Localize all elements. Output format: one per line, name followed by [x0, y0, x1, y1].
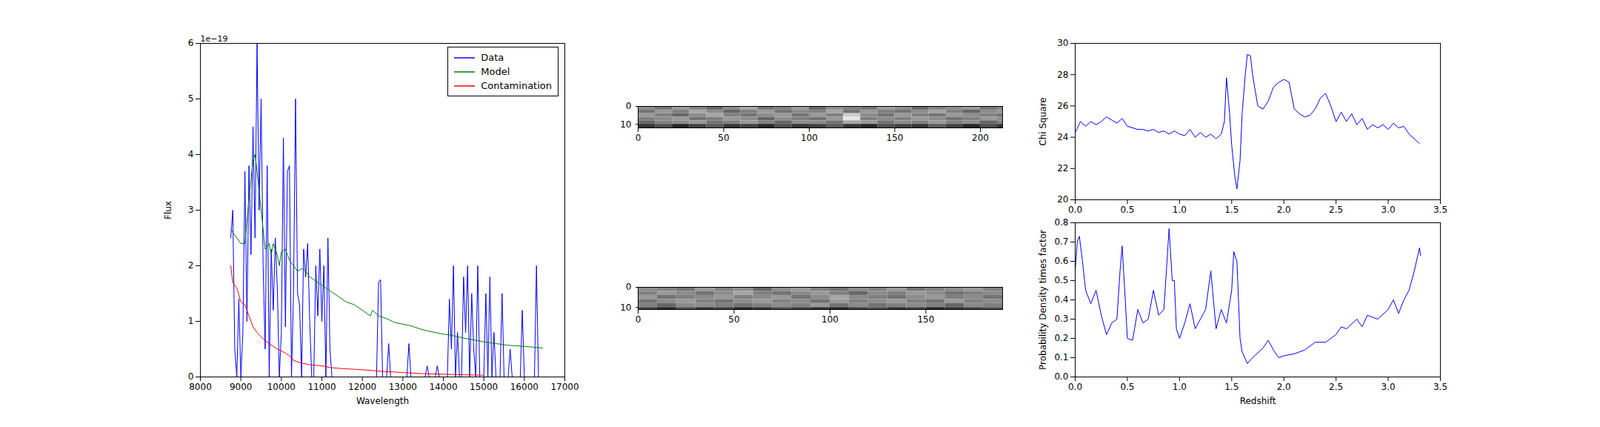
svg-text:50: 50 — [717, 132, 729, 143]
svg-text:12000: 12000 — [348, 381, 377, 392]
svg-text:50: 50 — [728, 314, 740, 325]
svg-text:24: 24 — [1057, 131, 1069, 143]
svg-text:0.2: 0.2 — [1054, 332, 1069, 343]
svg-text:0: 0 — [625, 100, 632, 112]
svg-text:2: 2 — [188, 260, 195, 271]
svg-text:0.6: 0.6 — [1054, 255, 1069, 266]
svg-text:150: 150 — [886, 132, 904, 143]
svg-text:0.5: 0.5 — [1054, 274, 1069, 286]
svg-text:200: 200 — [971, 132, 989, 143]
svg-text:16000: 16000 — [510, 381, 539, 392]
svg-text:10: 10 — [620, 302, 632, 313]
svg-text:0.8: 0.8 — [1054, 217, 1069, 228]
svg-text:2.5: 2.5 — [1328, 204, 1343, 215]
svg-text:8000: 8000 — [188, 381, 212, 392]
svg-text:100: 100 — [800, 132, 818, 143]
svg-text:0.4: 0.4 — [1054, 294, 1069, 305]
svg-text:0.7: 0.7 — [1054, 236, 1069, 247]
svg-text:Probability Density times fact: Probability Density times factor — [1037, 229, 1049, 370]
svg-text:0: 0 — [625, 281, 632, 292]
svg-text:3.0: 3.0 — [1381, 204, 1396, 215]
svg-text:9000: 9000 — [229, 381, 253, 392]
svg-text:1.0: 1.0 — [1172, 204, 1187, 215]
svg-text:1: 1 — [188, 315, 195, 326]
svg-text:28: 28 — [1057, 69, 1069, 80]
svg-text:150: 150 — [917, 314, 935, 325]
svg-text:15000: 15000 — [469, 381, 498, 392]
svg-text:0.5: 0.5 — [1120, 381, 1135, 392]
svg-text:5: 5 — [188, 93, 195, 104]
svg-text:14000: 14000 — [428, 381, 458, 392]
html-text:Model: Model — [480, 65, 510, 78]
html-text:Data: Data — [480, 51, 504, 63]
svg-text:100: 100 — [821, 314, 839, 325]
svg-text:0.0: 0.0 — [1068, 204, 1083, 215]
svg-text:20: 20 — [1057, 194, 1069, 205]
svg-text:10: 10 — [620, 119, 632, 130]
svg-text:3.0: 3.0 — [1381, 381, 1396, 392]
svg-text:Chi Square: Chi Square — [1037, 97, 1049, 146]
svg-text:1e−19: 1e−19 — [200, 34, 229, 44]
svg-text:3.5: 3.5 — [1433, 381, 1448, 392]
svg-text:0.0: 0.0 — [1068, 381, 1083, 392]
svg-text:0: 0 — [635, 132, 642, 143]
svg-text:2.0: 2.0 — [1277, 381, 1292, 392]
svg-text:13000: 13000 — [388, 381, 418, 392]
svg-text:30: 30 — [1057, 37, 1069, 49]
svg-text:1.0: 1.0 — [1172, 381, 1187, 392]
svg-text:3: 3 — [188, 204, 195, 215]
svg-text:6: 6 — [188, 37, 195, 49]
svg-text:1.5: 1.5 — [1224, 381, 1239, 392]
svg-text:2.5: 2.5 — [1328, 381, 1343, 392]
html-text:Contamination: Contamination — [480, 80, 552, 92]
svg-text:0: 0 — [635, 314, 642, 325]
svg-text:0.0: 0.0 — [1054, 371, 1069, 382]
svg-text:22: 22 — [1057, 162, 1069, 174]
svg-text:0: 0 — [188, 371, 195, 382]
svg-text:0.5: 0.5 — [1120, 204, 1135, 215]
svg-text:Flux: Flux — [162, 200, 174, 220]
svg-text:17000: 17000 — [550, 381, 579, 392]
svg-text:Redshift: Redshift — [1240, 395, 1277, 406]
svg-text:1.5: 1.5 — [1224, 204, 1239, 215]
svg-text:3.5: 3.5 — [1433, 204, 1448, 215]
svg-text:0.1: 0.1 — [1054, 351, 1069, 363]
svg-text:Wavelength: Wavelength — [356, 395, 409, 406]
svg-text:10000: 10000 — [267, 381, 296, 392]
svg-text:4: 4 — [188, 148, 195, 160]
svg-text:26: 26 — [1057, 100, 1069, 112]
svg-text:0.3: 0.3 — [1054, 313, 1069, 324]
svg-text:11000: 11000 — [307, 381, 336, 392]
svg-text:2.0: 2.0 — [1277, 204, 1292, 215]
